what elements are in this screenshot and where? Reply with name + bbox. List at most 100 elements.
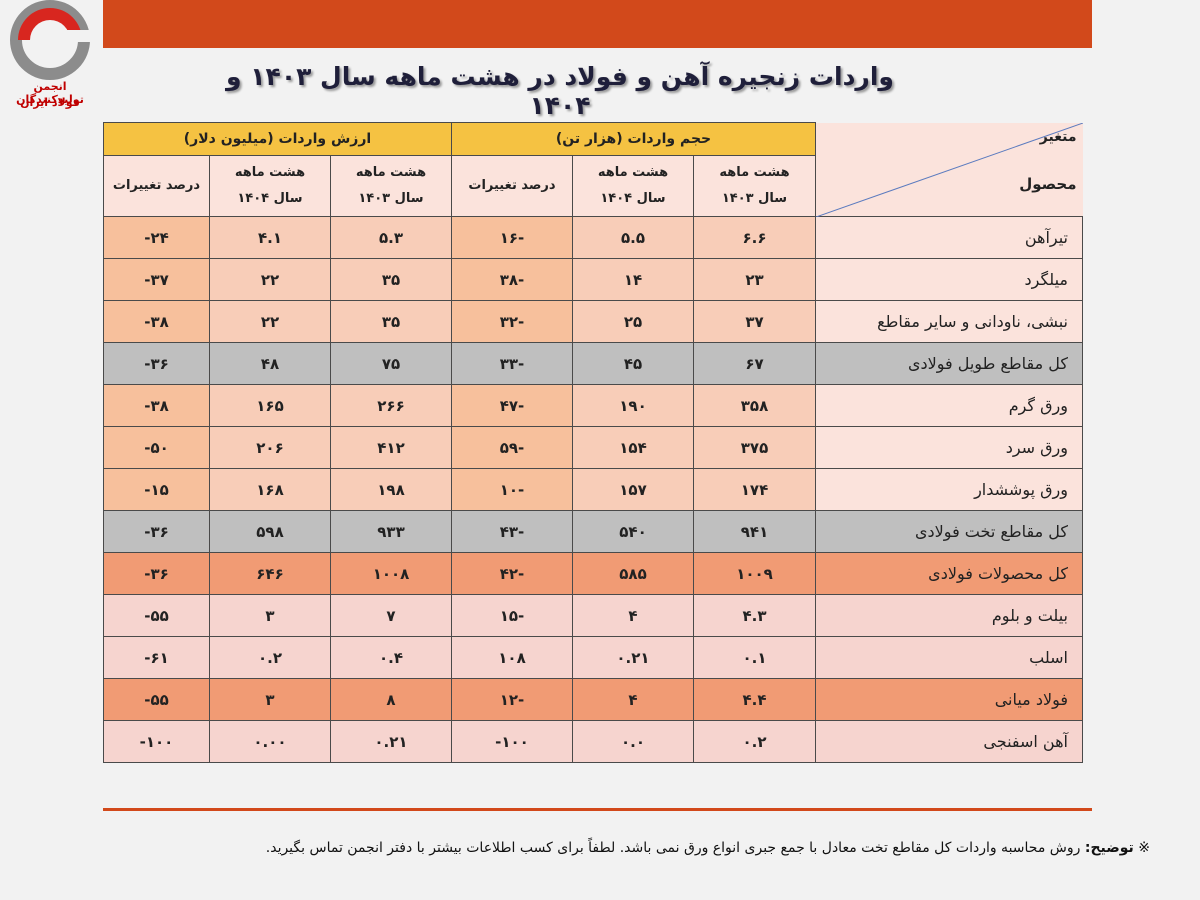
value-cell: -۳۸ — [103, 384, 210, 427]
value-cell: -۳۶ — [103, 510, 210, 553]
value-cell: ۵۹- — [451, 426, 573, 469]
value-cell: ۶۴۶ — [209, 552, 331, 595]
subheader-line: درصد تغییرات — [112, 178, 201, 193]
header-row: متغیر محصول حجم واردات (هزار تن) ارزش واردا… — [103, 122, 1083, 217]
product-cell: کل مقاطع طویل فولادی — [815, 342, 1083, 385]
value-cell: ۳ — [209, 678, 331, 721]
value-cell: ۴۵ — [572, 342, 694, 385]
product-cell: کل مقاطع تخت فولادی — [815, 510, 1083, 553]
corner-bottom: محصول — [1019, 174, 1077, 193]
value-cell: ۵۴۰ — [572, 510, 694, 553]
data-table: متغیر محصول حجم واردات (هزار تن) ارزش واردا… — [103, 122, 1083, 763]
product-cell: ورق پوششدار — [815, 468, 1083, 511]
value-cell: ۱۰۰۸ — [330, 552, 452, 595]
logo-mark — [10, 0, 92, 80]
value-cell: ۱۰- — [451, 468, 573, 511]
data-row: ورق سرد ۳۷۵ ۱۵۴ ۵۹- ۴۱۲ ۲۰۶ -۵۰ — [103, 426, 1083, 469]
value-cell: ۶۷ — [693, 342, 816, 385]
value-cell: ۷ — [330, 594, 452, 637]
value-cell: ۲۶۶ — [330, 384, 452, 427]
group-header: ارزش واردات (میلیون دلار) — [103, 122, 452, 156]
value-cell: ۵.۵ — [572, 216, 694, 259]
data-row: آهن اسفنجی ۰.۲ ۰.۰ -۱۰۰ ۰.۲۱ ۰.۰۰ -۱۰۰ — [103, 720, 1083, 763]
subheader: درصد تغییرات — [103, 155, 210, 217]
product-cell: نبشی، ناودانی و سایر مقاطع — [815, 300, 1083, 343]
product-cell: فولاد میانی — [815, 678, 1083, 721]
value-cell: ۰.۲۱ — [330, 720, 452, 763]
value-cell: ۴۲- — [451, 552, 573, 595]
subheader: هشت ماهه سال ۱۴۰۴ — [572, 155, 694, 217]
data-row: میلگرد ۲۳ ۱۴ ۳۸- ۳۵ ۲۲ -۳۷ — [103, 258, 1083, 301]
subheader-line: هشت ماهه — [597, 165, 669, 180]
value-cell: ۲۰۶ — [209, 426, 331, 469]
value-cell: ۱۰۸ — [451, 636, 573, 679]
subheader-line: سال ۱۴۰۴ — [237, 191, 303, 206]
product-cell: ورق گرم — [815, 384, 1083, 427]
value-cell: ۴۳- — [451, 510, 573, 553]
value-cell: ۴.۱ — [209, 216, 331, 259]
value-cell: ۰.۰ — [572, 720, 694, 763]
value-cell: ۱۶۵ — [209, 384, 331, 427]
value-cell: -۱۵ — [103, 468, 210, 511]
data-row: ورق پوششدار ۱۷۴ ۱۵۷ ۱۰- ۱۹۸ ۱۶۸ -۱۵ — [103, 468, 1083, 511]
value-cell: ۴.۳ — [693, 594, 816, 637]
value-cell: ۵.۳ — [330, 216, 452, 259]
value-cell: ۱۰۰۹ — [693, 552, 816, 595]
data-row: کل مقاطع تخت فولادی ۹۴۱ ۵۴۰ ۴۳- ۹۳۳ ۵۹۸ -۳۶ — [103, 510, 1083, 553]
value-cell: ۱۵- — [451, 594, 573, 637]
value-cell: ۳۵ — [330, 300, 452, 343]
value-cell: ۳۵ — [330, 258, 452, 301]
value-cell: ۴ — [572, 594, 694, 637]
product-cell: اسلب — [815, 636, 1083, 679]
value-cell: -۱۰۰ — [451, 720, 573, 763]
subheader-line: درصد تغییرات — [468, 178, 556, 193]
value-cell: ۳۷۵ — [693, 426, 816, 469]
note: ※ توضیح: روش محاسبه واردات کل مقاطع تخت … — [265, 840, 1150, 856]
value-cell: ۱۵۴ — [572, 426, 694, 469]
value-cell: ۲۵ — [572, 300, 694, 343]
product-cell: کل محصولات فولادی — [815, 552, 1083, 595]
value-cell: ۱۹۰ — [572, 384, 694, 427]
value-cell: -۳۶ — [103, 342, 210, 385]
value-cell: ۴ — [572, 678, 694, 721]
value-cell: ۱۶- — [451, 216, 573, 259]
value-cell: ۰.۲ — [209, 636, 331, 679]
divider — [103, 808, 1092, 811]
data-row: بیلت و بلوم ۴.۳ ۴ ۱۵- ۷ ۳ -۵۵ — [103, 594, 1083, 637]
data-row: تیرآهن ۶.۶ ۵.۵ ۱۶- ۵.۳ ۴.۱ -۲۴ — [103, 216, 1083, 259]
data-row: فولاد میانی ۴.۴ ۴ ۱۲- ۸ ۳ -۵۵ — [103, 678, 1083, 721]
value-cell: ۵۸۵ — [572, 552, 694, 595]
value-cell: ۵۹۸ — [209, 510, 331, 553]
group-header: حجم واردات (هزار تن) — [451, 122, 816, 156]
value-cell: ۰.۲ — [693, 720, 816, 763]
value-cell: -۱۰۰ — [103, 720, 210, 763]
subheader-line: هشت ماهه — [355, 165, 427, 180]
value-cell: ۹۳۳ — [330, 510, 452, 553]
subheader-line: سال ۱۴۰۳ — [721, 191, 788, 206]
value-cell: -۳۸ — [103, 300, 210, 343]
value-cell: ۴۸ — [209, 342, 331, 385]
data-row: نبشی، ناودانی و سایر مقاطع ۳۷ ۲۵ ۳۲- ۳۵ ۲۲ -۳۸ — [103, 300, 1083, 343]
value-cell: ۱۶۸ — [209, 468, 331, 511]
product-cell: میلگرد — [815, 258, 1083, 301]
data-row: کل مقاطع طویل فولادی ۶۷ ۴۵ ۳۳- ۷۵ ۴۸ -۳۶ — [103, 342, 1083, 385]
value-cell: ۲۲ — [209, 300, 331, 343]
subheader: درصد تغییرات — [451, 155, 573, 217]
subheader-line: سال ۱۴۰۳ — [358, 191, 424, 206]
subheader-line: سال ۱۴۰۴ — [600, 191, 666, 206]
value-cell: ۰.۱ — [693, 636, 816, 679]
value-cell: ۲۲ — [209, 258, 331, 301]
value-cell: ۳۲- — [451, 300, 573, 343]
value-cell: -۳۷ — [103, 258, 210, 301]
value-cell: ۰.۴ — [330, 636, 452, 679]
value-cell: ۸ — [330, 678, 452, 721]
subheader-line: هشت ماهه — [719, 165, 790, 180]
value-cell: ۱۹۸ — [330, 468, 452, 511]
subheader: هشت ماهه سال ۱۴۰۳ — [330, 155, 452, 217]
value-cell: ۱۷۴ — [693, 468, 816, 511]
value-cell: ۳۳- — [451, 342, 573, 385]
data-row: اسلب ۰.۱ ۰.۲۱ ۱۰۸ ۰.۴ ۰.۲ -۶۱ — [103, 636, 1083, 679]
data-row: کل محصولات فولادی ۱۰۰۹ ۵۸۵ ۴۲- ۱۰۰۸ ۶۴۶ -۳۶ — [103, 552, 1083, 595]
product-cell: تیرآهن — [815, 216, 1083, 259]
